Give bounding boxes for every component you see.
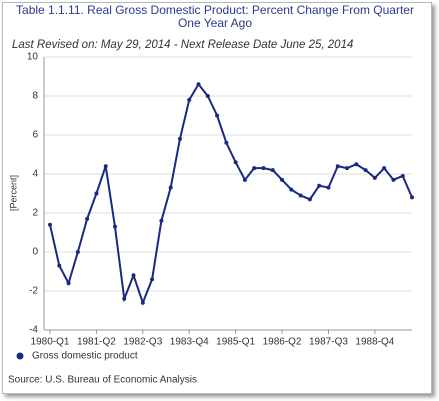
legend-label: Gross domestic product — [32, 351, 138, 362]
point — [103, 164, 108, 169]
point — [326, 185, 331, 190]
point — [48, 222, 52, 227]
point — [122, 296, 127, 301]
point — [298, 193, 303, 198]
point — [57, 263, 62, 268]
point — [382, 166, 387, 171]
point — [94, 191, 99, 196]
y-tick-label: 6 — [32, 130, 38, 141]
x-tick-label: 1985-Q1 — [216, 337, 255, 348]
point — [289, 187, 294, 192]
point — [131, 273, 136, 278]
point — [85, 216, 90, 221]
y-tick-label: -4 — [29, 325, 38, 336]
x-tick-label: 1980-Q1 — [31, 337, 70, 348]
x-tick-label: 1987-Q3 — [309, 337, 348, 348]
point — [317, 183, 322, 188]
y-tick-label: 2 — [32, 208, 38, 219]
point — [187, 97, 192, 102]
chart-title: Table 1.1.11. Real Gross Domestic Produc… — [16, 3, 414, 30]
y-tick-label: 8 — [32, 91, 38, 102]
legend-marker — [16, 352, 24, 360]
point — [270, 168, 275, 173]
point — [280, 177, 285, 182]
point — [363, 168, 368, 173]
point — [224, 140, 229, 145]
x-tick-label: 1983-Q4 — [170, 337, 209, 348]
point — [242, 177, 247, 182]
y-tick-label: -2 — [29, 286, 38, 297]
x-tick-label: 1988-Q4 — [355, 337, 394, 348]
point — [233, 160, 238, 165]
point — [205, 94, 210, 98]
y-tick-label: 4 — [32, 169, 38, 180]
point — [354, 162, 359, 167]
source: Source: U.S. Bureau of Economic Analysis — [8, 375, 197, 386]
x-tick-label: 1982-Q3 — [123, 337, 162, 348]
y-tick-label: 0 — [32, 247, 38, 258]
point — [75, 250, 80, 254]
point — [400, 173, 405, 178]
chart-subtitle: Last Revised on: May 29, 2014 - Next Rel… — [12, 39, 354, 51]
point — [159, 218, 164, 223]
point — [261, 166, 266, 171]
point — [345, 166, 350, 171]
point — [112, 224, 117, 229]
point — [335, 164, 340, 169]
point — [196, 82, 201, 87]
point — [252, 166, 257, 171]
point — [372, 175, 377, 180]
y-tick-label: 10 — [27, 52, 39, 63]
y-axis-label: [Percent] — [8, 175, 18, 211]
point — [177, 136, 182, 141]
series-line — [49, 82, 413, 306]
point — [150, 277, 155, 282]
x-tick-label: 1986-Q2 — [263, 337, 302, 348]
point — [168, 185, 173, 190]
point — [410, 195, 414, 200]
point — [391, 177, 396, 182]
point — [215, 113, 220, 118]
point — [140, 300, 145, 305]
frame — [2, 2, 432, 394]
point — [307, 197, 312, 202]
x-tick-label: 1981-Q2 — [77, 337, 116, 348]
point — [66, 281, 71, 286]
